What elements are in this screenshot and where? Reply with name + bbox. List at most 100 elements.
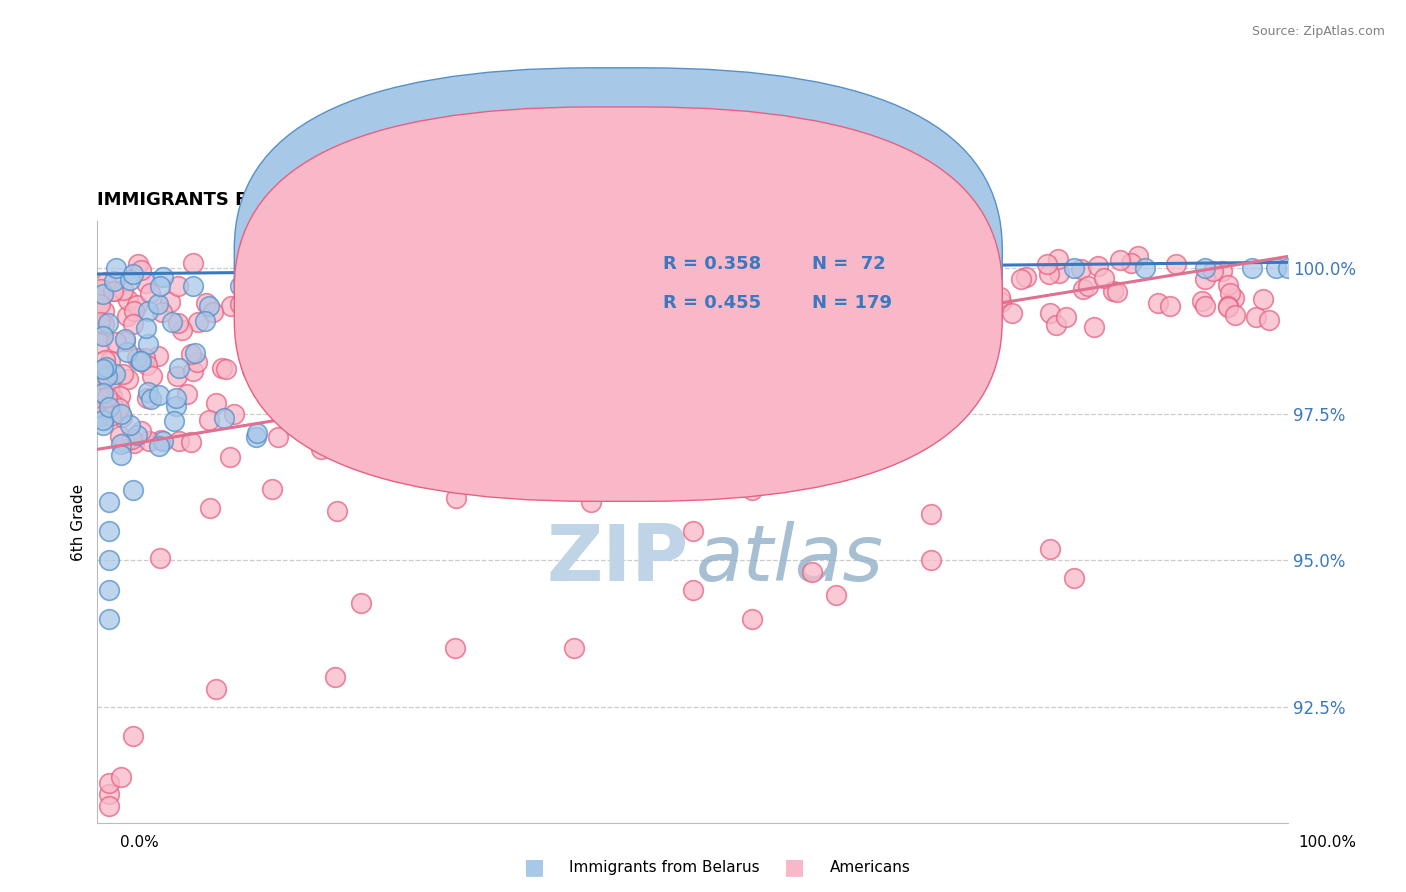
Point: [1035, 257, 1057, 271]
Point: [152, 270, 174, 285]
Point: [167, 279, 190, 293]
Point: [218, 450, 240, 465]
Point: [110, 436, 132, 450]
Point: [127, 298, 149, 312]
Point: [122, 436, 145, 450]
Point: [103, 285, 125, 299]
Point: [325, 670, 347, 684]
Point: [1265, 261, 1288, 276]
Point: [91, 327, 114, 342]
Point: [91, 328, 114, 343]
Point: [1010, 271, 1032, 285]
Text: R = 0.358: R = 0.358: [662, 254, 761, 273]
Point: [682, 582, 704, 597]
Point: [101, 284, 124, 298]
Point: [98, 400, 121, 414]
Point: [100, 409, 122, 423]
Point: [257, 321, 280, 335]
Point: [141, 369, 163, 384]
Point: [697, 293, 720, 307]
Point: [141, 392, 163, 406]
Text: IMMIGRANTS FROM BELARUS VS AMERICAN 6TH GRADE CORRELATION CHART: IMMIGRANTS FROM BELARUS VS AMERICAN 6TH …: [97, 191, 883, 209]
Point: [1108, 253, 1130, 268]
Point: [914, 310, 936, 324]
Point: [935, 345, 957, 359]
Point: [198, 413, 221, 427]
Point: [180, 435, 202, 450]
Point: [245, 430, 267, 444]
Point: [98, 524, 121, 539]
Point: [846, 299, 869, 313]
Point: [1039, 541, 1062, 556]
Point: [1045, 318, 1067, 333]
Point: [184, 346, 207, 360]
Point: [91, 287, 114, 301]
Point: [1241, 261, 1264, 276]
Point: [134, 351, 156, 366]
Point: [136, 337, 159, 351]
Point: [1166, 257, 1188, 271]
Point: [121, 432, 143, 446]
Point: [105, 334, 128, 349]
Point: [990, 290, 1012, 304]
Point: [1218, 277, 1240, 292]
Point: [1047, 266, 1070, 280]
Point: [114, 434, 136, 449]
Text: 100.0%: 100.0%: [1299, 836, 1357, 850]
Point: [117, 372, 139, 386]
Point: [1216, 301, 1239, 315]
Point: [368, 455, 391, 469]
Point: [1225, 308, 1247, 322]
Point: [120, 418, 142, 433]
Point: [482, 254, 505, 268]
Point: [1191, 293, 1213, 308]
Point: [1047, 252, 1070, 266]
Point: [169, 434, 191, 448]
Point: [1253, 292, 1275, 306]
Point: [127, 428, 149, 442]
Point: [98, 553, 121, 567]
Point: [108, 389, 131, 403]
Point: [512, 475, 534, 490]
Point: [1216, 299, 1239, 313]
Point: [900, 326, 922, 341]
Point: [309, 442, 332, 456]
Point: [96, 390, 118, 404]
Point: [135, 358, 157, 372]
Text: Source: ZipAtlas.com: Source: ZipAtlas.com: [1251, 25, 1385, 38]
Point: [1092, 270, 1115, 285]
Point: [186, 355, 208, 369]
Point: [240, 362, 263, 376]
Point: [96, 275, 118, 289]
Point: [166, 392, 188, 406]
Point: [1063, 571, 1085, 585]
Point: [229, 278, 252, 293]
Point: [1211, 263, 1233, 277]
Point: [111, 368, 134, 382]
Point: [100, 396, 122, 410]
Point: [89, 293, 111, 307]
Point: [377, 406, 399, 420]
Point: [434, 244, 457, 258]
Point: [219, 299, 242, 313]
Point: [1039, 306, 1062, 320]
Point: [149, 550, 172, 565]
Point: [180, 347, 202, 361]
Point: [579, 495, 602, 509]
Point: [150, 305, 173, 319]
FancyBboxPatch shape: [576, 239, 950, 333]
Point: [166, 316, 188, 330]
Point: [301, 273, 323, 287]
Point: [266, 430, 288, 444]
Point: [301, 252, 323, 266]
Point: [1071, 282, 1094, 296]
Point: [176, 387, 198, 401]
Point: [1119, 255, 1142, 269]
Point: [117, 309, 139, 323]
Point: [136, 384, 159, 399]
Point: [98, 495, 121, 509]
Point: [118, 273, 141, 287]
Point: [422, 356, 444, 370]
Point: [664, 290, 686, 304]
Point: [503, 267, 526, 281]
